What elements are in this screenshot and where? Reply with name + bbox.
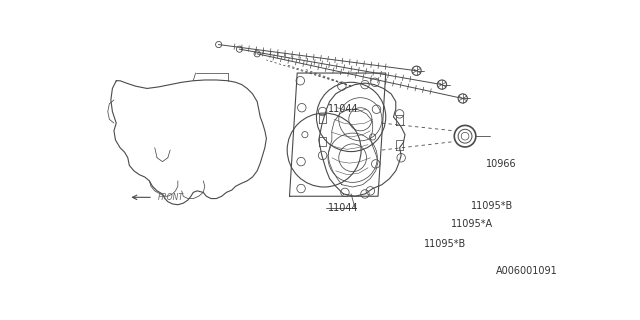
- Text: 11095*B: 11095*B: [424, 239, 467, 249]
- Text: 10966: 10966: [486, 159, 516, 169]
- Text: 11095*A: 11095*A: [451, 220, 493, 229]
- Text: 11044: 11044: [328, 203, 358, 213]
- Text: 11095*B: 11095*B: [471, 201, 513, 211]
- Text: FRONT: FRONT: [158, 193, 184, 202]
- Text: A006001091: A006001091: [495, 266, 557, 276]
- Text: 11044: 11044: [328, 104, 358, 114]
